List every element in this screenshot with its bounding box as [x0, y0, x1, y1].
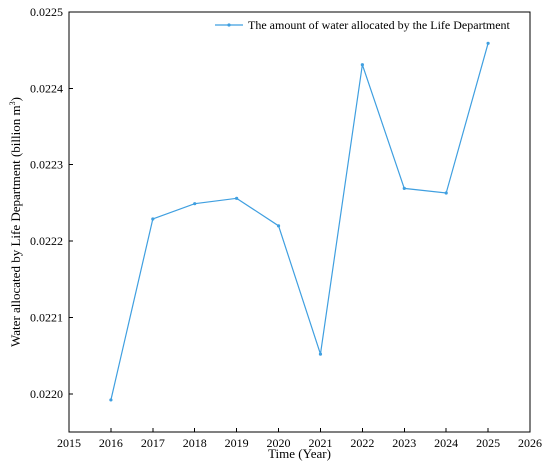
x-tick-label-2023: 2023 [392, 436, 416, 450]
data-point-2016 [109, 398, 113, 402]
y-tick-label-4: 0.0224 [30, 81, 63, 95]
x-tick-label-2025: 2025 [476, 436, 500, 450]
x-tick-label-2021: 2021 [308, 436, 332, 450]
x-tick-label-2026: 2026 [518, 436, 542, 450]
plot-area: 2015 2016 2017 2018 2019 2020 2021 2022 2023 2024… [30, 5, 542, 450]
legend-marker [227, 23, 231, 27]
y-tick-label-0: 0.0220 [30, 387, 63, 401]
data-point-2023 [402, 186, 406, 190]
legend-label: The amount of water allocated by the Lif… [248, 18, 511, 32]
series-line-0 [110, 43, 489, 401]
y-axis-title-superscript: 3 [8, 101, 17, 105]
data-point-2024 [444, 191, 448, 195]
x-tick-label-2019: 2019 [225, 436, 249, 450]
x-tick-label-2020: 2020 [267, 436, 291, 450]
x-axis-title: Time (Year) [268, 446, 331, 461]
x-tick-label-2017: 2017 [141, 436, 165, 450]
y-tick-label-1: 0.0221 [30, 310, 63, 324]
x-tick-label-2016: 2016 [99, 436, 123, 450]
x-tick-label-2022: 2022 [350, 436, 374, 450]
x-tick-label-2024: 2024 [434, 436, 458, 450]
y-tick-label-5: 0.0225 [30, 5, 63, 19]
y-axis-title-close: ) [8, 97, 23, 101]
data-point-2022 [360, 63, 364, 67]
data-point-2021 [318, 352, 323, 356]
data-point-2019 [235, 196, 239, 200]
data-point-2018 [193, 202, 197, 206]
y-axis-title: Water allocated by Life Department (bill… [8, 97, 23, 347]
x-tick-label-2015: 2015 [57, 436, 81, 450]
y-tick-label-3: 0.0223 [30, 158, 63, 172]
x-tick-label-2018: 2018 [183, 436, 207, 450]
y-axis-title-main: Water allocated by Life Department (bill… [8, 105, 23, 347]
y-tick-label-2: 0.0222 [30, 234, 63, 248]
data-point-2025 [486, 41, 490, 45]
data-point-2020 [276, 224, 281, 228]
plot-frame [68, 11, 531, 433]
data-point-2017 [151, 217, 155, 221]
legend: The amount of water allocated by the Lif… [215, 18, 511, 32]
